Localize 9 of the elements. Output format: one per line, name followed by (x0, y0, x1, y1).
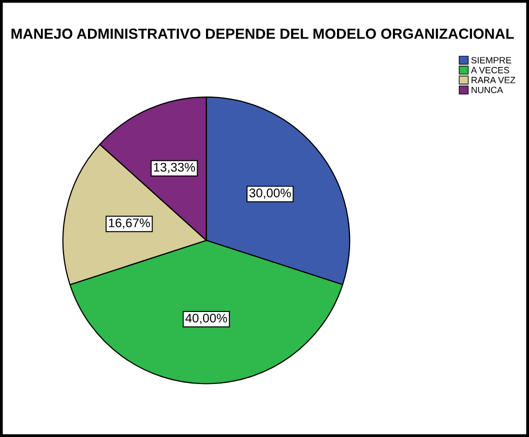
data-label: 13,33% (154, 162, 196, 174)
chart-title: MANEJO ADMINISTRATIVO DEPENDE DEL MODELO ORGANIZACIONAL (12, 28, 514, 39)
data-label: 40,00% (185, 314, 228, 324)
legend-label: SIEMPRE (471, 57, 512, 64)
legend-label: A VECES (470, 66, 510, 74)
legend-label: NUNCA (472, 86, 504, 94)
legend-label: RARA VEZ (472, 76, 516, 84)
data-label: 16,67% (108, 218, 150, 229)
data-label: 30,00% (249, 188, 291, 199)
